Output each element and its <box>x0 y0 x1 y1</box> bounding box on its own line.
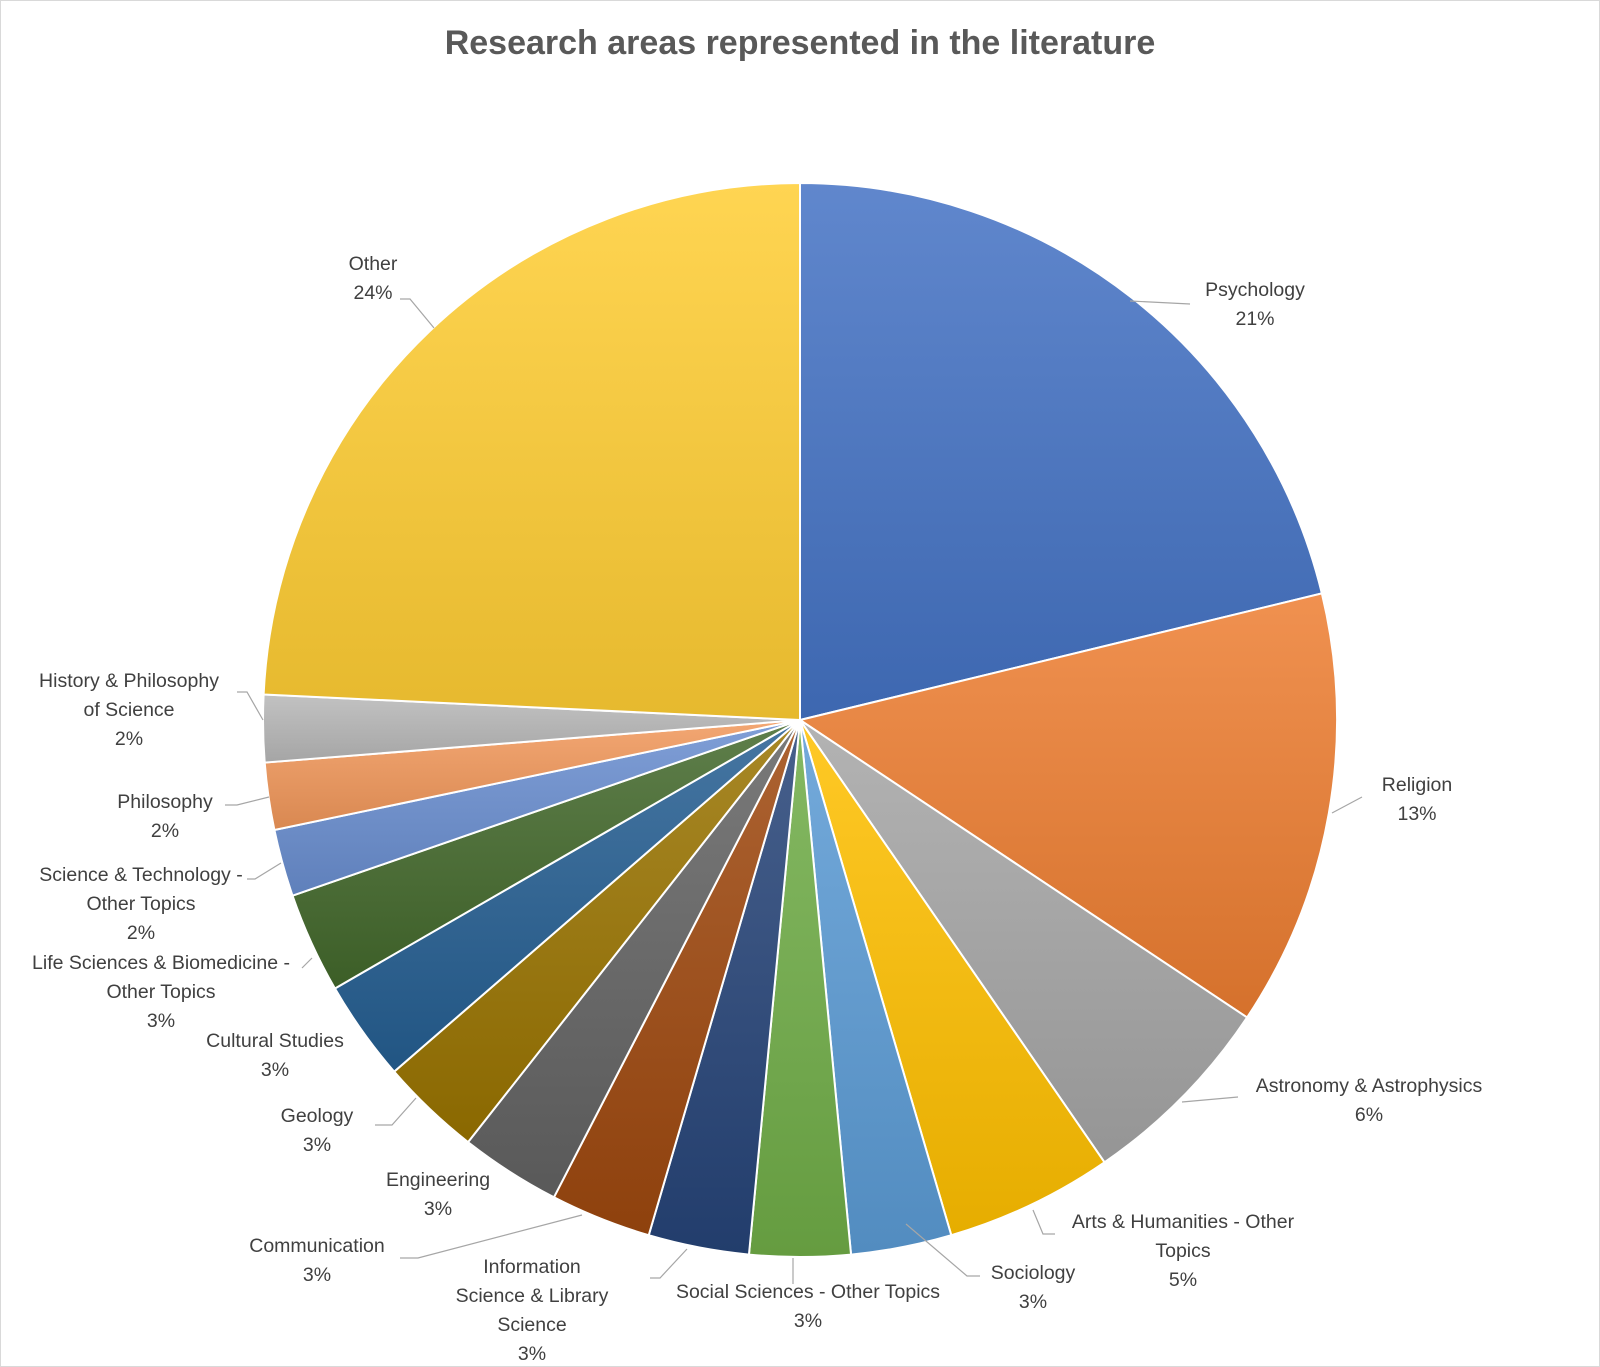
leader-line-philosophy <box>225 796 270 806</box>
slice-psychology <box>799 181 1324 722</box>
leader-line-religion <box>1331 796 1363 814</box>
leader-line-other <box>400 298 435 329</box>
leader-line-arts-and-humanities-other-topics <box>1032 1209 1055 1235</box>
slice-other <box>262 181 801 722</box>
slice-religion <box>797 592 1338 1019</box>
data-label-social-sciences-other-topics: Social Sciences - Other Topics 3% <box>676 1281 940 1332</box>
data-labels: Psychology 21% Religion 13% Astronomy & Astr… <box>32 253 1482 1365</box>
pct-label-cultural-studies: 3% <box>261 1059 289 1081</box>
pct-label-history-and-philosophy-of-science: 2% <box>115 728 143 750</box>
leader-lines <box>225 298 1363 1284</box>
pct-label-religion: 13% <box>1397 803 1436 825</box>
leader-line-psychology <box>1129 300 1191 305</box>
data-label-religion: Religion 13% <box>1382 774 1452 825</box>
data-label-communication: Communication 3% <box>249 1235 384 1286</box>
leader-line-information-science-and-library-science <box>650 1248 688 1279</box>
leader-line-sociology <box>905 1223 980 1277</box>
pct-label-engineering: 3% <box>424 1198 452 1220</box>
data-label-life-sciences-and-biomedicine-other-topics: Life Sciences & Biomedicine -Other Topic… <box>32 952 290 1032</box>
pct-label-life-sciences-and-biomedicine-other-topics: 3% <box>147 1010 175 1032</box>
data-label-astronomy-and-astrophysics: Astronomy & Astrophysics 6% <box>1256 1075 1483 1126</box>
leader-line-life-sciences-and-biomedicine-other-topics <box>301 957 313 969</box>
leader-line-communication <box>400 1214 583 1259</box>
pct-label-information-science-and-library-science: 3% <box>518 1343 546 1365</box>
leader-line-science-and-technology-other-topics <box>247 862 282 880</box>
data-label-other: Other 24% <box>349 253 398 304</box>
pct-label-communication: 3% <box>303 1264 331 1286</box>
pct-label-social-sciences-other-topics: 3% <box>794 1310 822 1332</box>
data-label-psychology: Psychology 21% <box>1205 279 1305 330</box>
pct-label-science-and-technology-other-topics: 2% <box>127 922 155 944</box>
data-label-information-science-and-library-science: Information Science & Library Science 3% <box>456 1256 609 1365</box>
data-label-cultural-studies: Cultural Studies 3% <box>206 1030 344 1081</box>
slice-astronomy-and-astrophysics <box>799 719 1249 1164</box>
pct-label-arts-and-humanities-other-topics: 5% <box>1169 1269 1197 1291</box>
data-label-philosophy: Philosophy 2% <box>117 791 213 842</box>
data-label-science-and-technology-other-topics: Science & Technology -Other Topics 2% <box>39 864 242 944</box>
pct-label-sociology: 3% <box>1019 1291 1047 1313</box>
pct-label-philosophy: 2% <box>151 820 179 842</box>
leader-line-geology <box>375 1097 417 1126</box>
data-label-arts-and-humanities-other-topics: Arts & Humanities - Other Topics 5% <box>1072 1211 1295 1291</box>
pct-label-astronomy-and-astrophysics: 6% <box>1355 1104 1383 1126</box>
pct-label-geology: 3% <box>303 1134 331 1156</box>
pct-label-psychology: 21% <box>1235 308 1274 330</box>
data-label-history-and-philosophy-of-science: History & Philosophy of Science 2% <box>39 670 219 750</box>
data-label-engineering: Engineering 3% <box>386 1169 490 1220</box>
leader-line-astronomy-and-astrophysics <box>1181 1096 1239 1103</box>
data-label-sociology: Sociology 3% <box>991 1262 1076 1313</box>
leader-line-history-and-philosophy-of-science <box>237 691 264 721</box>
slice-arts-and-humanities-other-topics <box>799 719 1106 1237</box>
chart-title: Research areas represented in the litera… <box>444 24 1156 62</box>
data-label-geology: Geology 3% <box>281 1105 354 1156</box>
pct-label-other: 24% <box>353 282 392 304</box>
pie-slices <box>262 181 1338 1259</box>
